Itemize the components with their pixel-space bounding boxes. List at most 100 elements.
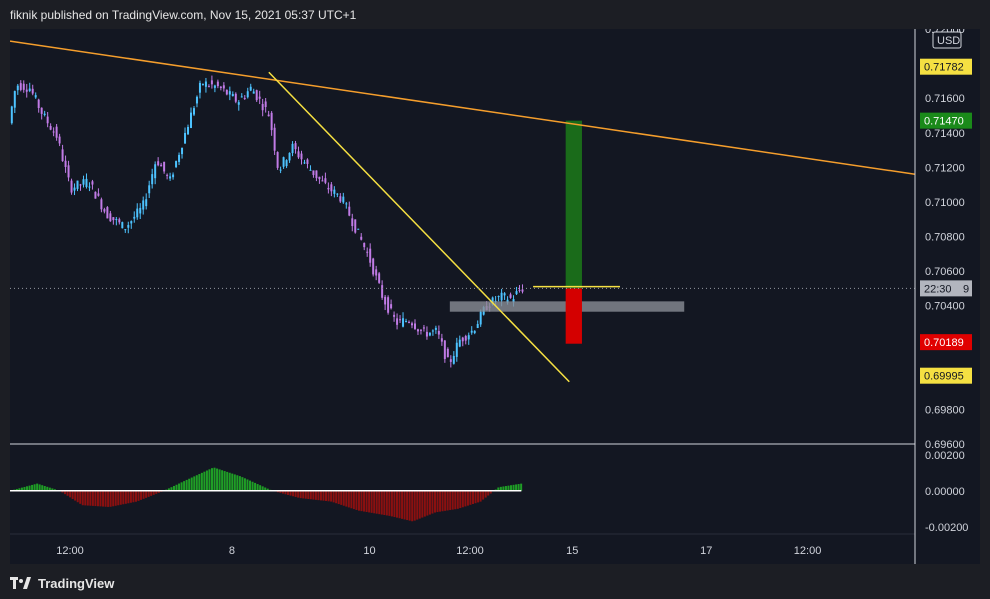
oscillator-bar [347, 490, 350, 508]
candle-body [175, 161, 178, 168]
candle-body [419, 329, 422, 331]
tradingview-brand[interactable]: TradingView [10, 575, 114, 591]
target-box [565, 120, 582, 289]
oscillator-bar [292, 490, 295, 497]
oscillator-bar [510, 485, 513, 491]
candle-body [94, 191, 97, 199]
candle-body [467, 335, 470, 340]
oscillator-bar [444, 490, 447, 511]
oscillator-bar [20, 487, 23, 491]
candle-body [318, 176, 321, 180]
oscillator-bar [304, 490, 307, 499]
candle-body [79, 184, 82, 186]
candle-body [291, 143, 294, 154]
candle-body [399, 319, 402, 321]
footer: TradingView [0, 568, 990, 599]
candle-body [231, 94, 234, 97]
candle-body [276, 152, 279, 168]
candle-body [449, 359, 452, 362]
candle-body [166, 174, 169, 176]
candle-body [190, 112, 192, 128]
oscillator-bar [287, 490, 290, 495]
oscillator-bar [198, 474, 201, 491]
candle-body [512, 299, 515, 303]
oscillator-bar [428, 490, 431, 515]
candle-body [154, 164, 157, 179]
oscillator-bar [74, 490, 77, 501]
oscillator-bar [226, 471, 229, 491]
price-tick-label: 0.71000 [925, 197, 965, 209]
time-tick-label: 15 [566, 545, 578, 557]
candle-body [31, 88, 34, 94]
candle-body [198, 82, 201, 93]
oscillator-bar [426, 490, 429, 516]
oscillator-bar [137, 490, 140, 501]
chart-svg[interactable]: 0.720000.716000.714000.712000.710000.708… [9, 24, 980, 564]
oscillator-bar [451, 490, 454, 510]
candle-body [354, 219, 357, 233]
oscillator-bar [195, 475, 198, 491]
candle-body [270, 112, 273, 131]
candle-body [228, 91, 231, 95]
oscillator-bar [51, 488, 54, 491]
oscillator-bar [132, 490, 135, 503]
oscillator-bar [238, 476, 241, 491]
oscillator-bar [418, 490, 421, 519]
oscillator-bar [117, 490, 120, 506]
oscillator-bar [360, 490, 363, 512]
candle-body [387, 297, 390, 313]
candles-group [10, 75, 524, 368]
oscillator-bar [129, 490, 132, 503]
oscillator-bar [471, 490, 474, 505]
candle-body [285, 160, 288, 167]
oscillator-bar [109, 490, 112, 507]
candle-body [91, 181, 94, 185]
oscillator-bar [461, 490, 464, 508]
oscillator-bar [84, 490, 87, 506]
oscillator-bar [134, 490, 137, 502]
candle-body [46, 116, 49, 124]
oscillator-bar [520, 483, 523, 491]
candle-body [246, 91, 249, 98]
candle-body [237, 102, 240, 105]
oscillator-bar [175, 484, 178, 491]
candle-body [181, 147, 184, 155]
oscillator-bar [152, 490, 155, 495]
candle-body [279, 169, 282, 171]
candle-body [178, 154, 181, 162]
oscillator-bar [345, 490, 348, 507]
price-label-trailing-digit: 9 [963, 283, 969, 295]
oscillator-bar [322, 490, 325, 501]
oscillator-bar [33, 484, 36, 491]
candle-body [428, 332, 431, 336]
candle-body [133, 216, 136, 219]
oscillator-bar [297, 490, 300, 498]
oscillator-bar [393, 490, 396, 518]
oscillator-bar [368, 490, 371, 513]
oscillator-bar [91, 490, 94, 506]
oscillator-bar [99, 490, 102, 507]
oscillator-bar [330, 490, 333, 502]
candle-body [151, 174, 154, 185]
candle-body [327, 187, 330, 190]
oscillator-bar [416, 490, 419, 520]
oscillator-bar [86, 490, 89, 506]
tradingview-logo-icon [10, 577, 31, 589]
candle-body [437, 330, 440, 335]
oscillator-bar [459, 490, 462, 509]
oscillator-bar [439, 490, 442, 512]
oscillator-bar [456, 490, 459, 509]
oscillator-bar [31, 484, 34, 491]
oscillator-bar [363, 490, 366, 512]
candle-body [52, 131, 55, 133]
oscillator-bar [385, 490, 388, 516]
candle-body [115, 219, 118, 221]
candle-body [366, 251, 369, 253]
oscillator-bar [477, 490, 480, 503]
oscillator-bar [395, 490, 398, 518]
time-tick-label: 12:00 [456, 545, 484, 557]
candle-body [303, 162, 306, 164]
oscillator-bar [487, 490, 490, 496]
candle-body [255, 90, 258, 101]
oscillator-bar [236, 475, 239, 491]
